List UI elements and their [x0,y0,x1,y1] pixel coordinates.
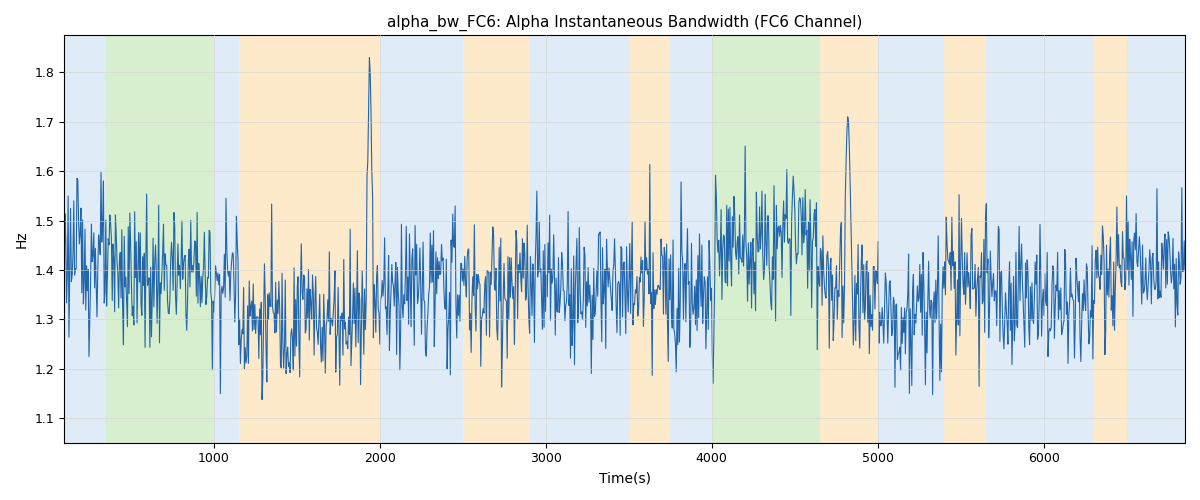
Bar [629,36,671,442]
Bar [836,36,878,442]
Bar [214,36,239,442]
Title: alpha_bw_FC6: Alpha Instantaneous Bandwidth (FC6 Channel): alpha_bw_FC6: Alpha Instantaneous Bandwi… [386,15,863,31]
Y-axis label: Hz: Hz [16,230,29,248]
Bar [529,36,629,442]
Bar [379,36,463,442]
Bar [106,36,214,442]
Bar [878,36,944,442]
Bar [944,36,985,442]
Bar [64,36,106,442]
Bar [1127,36,1186,442]
Bar [671,36,712,442]
Bar [712,36,728,442]
Bar [728,36,820,442]
Bar [463,36,529,442]
Bar [820,36,836,442]
Bar [239,36,379,442]
Bar [985,36,1093,442]
X-axis label: Time(s): Time(s) [599,471,650,485]
Bar [1093,36,1127,442]
